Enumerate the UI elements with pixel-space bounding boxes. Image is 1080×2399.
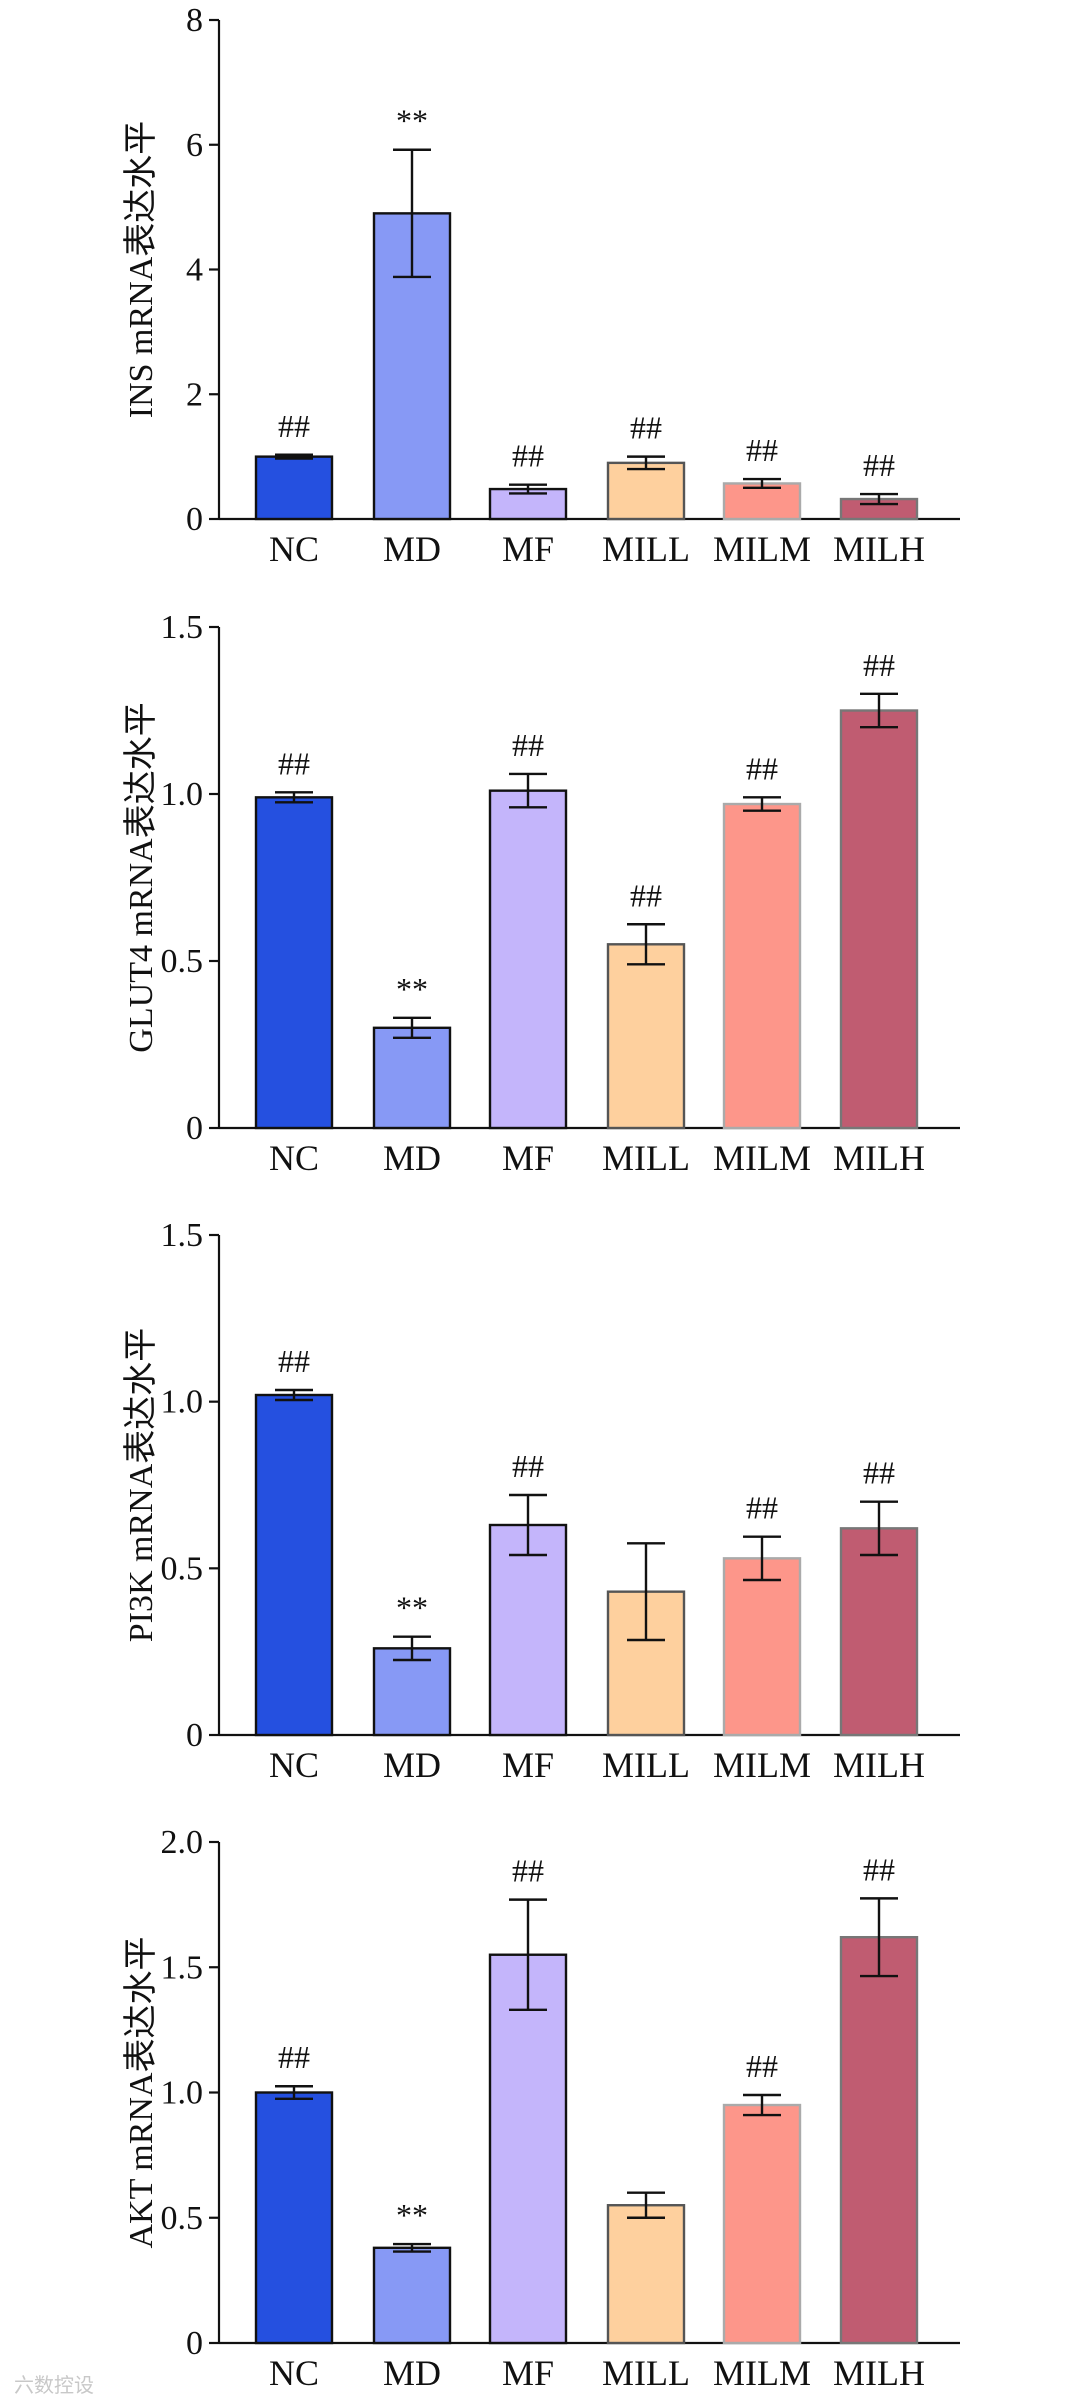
y-tick-label: 0	[186, 2325, 203, 2362]
x-tick-label-nc: NC	[269, 2353, 319, 2393]
y-axis-label: GLUT4 mRNA表达水平	[122, 702, 160, 1052]
significance-marker-hash: ##	[863, 1455, 895, 1491]
significance-marker-hash: ##	[746, 750, 778, 786]
bar-md	[372, 2246, 452, 2345]
y-tick-label: 0.5	[161, 1550, 204, 1587]
x-tick-label-milh: MILH	[833, 529, 925, 569]
x-tick-label-mf: MF	[502, 2353, 554, 2393]
significance-marker-hash: ##	[512, 1853, 544, 1889]
bar-nc	[254, 1393, 334, 1737]
significance-marker-hash: ##	[863, 447, 895, 483]
x-tick-label-mill: MILL	[602, 529, 690, 569]
x-tick-label-milm: MILM	[713, 1138, 811, 1178]
bar-mf	[488, 1523, 568, 1737]
significance-marker-stars: **	[396, 1590, 428, 1626]
significance-marker-hash: ##	[630, 877, 662, 913]
significance-marker-hash: ##	[746, 432, 778, 468]
x-tick-label-milh: MILH	[833, 2353, 925, 2393]
chart-panel-3: 0 0.5 1.0 1.5 PI3K mRNA表达水平 ## NC ** MD ## MF MILL #…	[122, 1217, 960, 1785]
y-tick-label: 1.0	[161, 2075, 204, 2112]
significance-marker-hash: ##	[278, 1343, 310, 1379]
y-tick-label: 8	[186, 2, 203, 39]
significance-marker-hash: ##	[278, 408, 310, 444]
x-tick-label-mill: MILL	[602, 2353, 690, 2393]
bar-mill	[606, 943, 686, 1130]
x-tick-label-nc: NC	[269, 1138, 319, 1178]
bar-nc	[254, 2091, 334, 2345]
significance-marker-hash: ##	[512, 727, 544, 763]
x-tick-label-milm: MILM	[713, 529, 811, 569]
x-tick-label-mf: MF	[502, 529, 554, 569]
y-tick-label: 1.0	[161, 1384, 204, 1421]
chart-panel-2: 0 0.5 1.0 1.5 GLUT4 mRNA表达水平 ## NC ** MD ## MF ## MI…	[122, 609, 960, 1178]
y-tick-label: 0.5	[161, 2200, 204, 2237]
significance-marker-hash: ##	[746, 2048, 778, 2084]
x-tick-label-nc: NC	[269, 1745, 319, 1785]
bar-milh	[839, 709, 919, 1130]
y-tick-label: 1.5	[161, 609, 204, 646]
x-tick-label-md: MD	[383, 2353, 441, 2393]
watermark-text: 六数控设	[14, 2373, 94, 2397]
bar-md	[372, 1026, 452, 1130]
y-axis-label: PI3K mRNA表达水平	[122, 1328, 160, 1643]
chart-panel-4: 0 0.5 1.0 1.5 2.0 AKT mRNA表达水平 ## NC ** MD ## MF MIL…	[122, 1824, 960, 2393]
bar-nc	[254, 455, 334, 521]
bar-milm	[722, 802, 802, 1130]
x-tick-label-milh: MILH	[833, 1138, 925, 1178]
y-tick-label: 2	[186, 376, 203, 413]
bar-milm	[722, 1557, 802, 1737]
y-tick-label: 2.0	[161, 1824, 204, 1861]
bar-mill	[606, 461, 686, 521]
bar-milm	[722, 2103, 802, 2345]
y-tick-label: 6	[186, 127, 203, 164]
y-tick-label: 1.5	[161, 1949, 204, 1986]
x-tick-label-milm: MILM	[713, 2353, 811, 2393]
significance-marker-hash: ##	[512, 438, 544, 474]
y-tick-label: 4	[186, 252, 203, 289]
y-tick-label: 0	[186, 1110, 203, 1147]
significance-marker-hash: ##	[630, 410, 662, 446]
x-tick-label-mill: MILL	[602, 1138, 690, 1178]
x-tick-label-mf: MF	[502, 1138, 554, 1178]
x-tick-label-milm: MILM	[713, 1745, 811, 1785]
x-tick-label-mill: MILL	[602, 1745, 690, 1785]
bar-milm	[722, 482, 802, 521]
significance-marker-stars: **	[396, 103, 428, 139]
bar-milh	[839, 1935, 919, 2345]
bar-milh	[839, 1527, 919, 1737]
x-tick-label-md: MD	[383, 1745, 441, 1785]
chart-panel-1: 0 2 4 6 8 INS mRNA表达水平 ## NC ** MD ## MF ## MILL ## MIL…	[122, 2, 960, 569]
bar-nc	[254, 796, 334, 1130]
bar-mill	[606, 2204, 686, 2345]
significance-marker-hash: ##	[863, 647, 895, 683]
bar-md	[372, 1647, 452, 1737]
y-axis-label: AKT mRNA表达水平	[122, 1937, 160, 2249]
significance-marker-hash: ##	[512, 1448, 544, 1484]
x-tick-label-md: MD	[383, 1138, 441, 1178]
x-tick-label-nc: NC	[269, 529, 319, 569]
y-tick-label: 0	[186, 501, 203, 538]
significance-marker-stars: **	[396, 2197, 428, 2233]
x-tick-label-milh: MILH	[833, 1745, 925, 1785]
significance-marker-stars: **	[396, 971, 428, 1007]
significance-marker-hash: ##	[278, 2039, 310, 2075]
significance-marker-hash: ##	[746, 1490, 778, 1526]
y-axis-label: INS mRNA表达水平	[122, 121, 160, 419]
x-tick-label-md: MD	[383, 529, 441, 569]
bar-mf	[488, 789, 568, 1130]
significance-marker-hash: ##	[278, 745, 310, 781]
bar-mf	[488, 1953, 568, 2345]
y-tick-label: 1.0	[161, 776, 204, 813]
y-tick-label: 1.5	[161, 1217, 204, 1254]
x-tick-label-mf: MF	[502, 1745, 554, 1785]
y-tick-label: 0	[186, 1717, 203, 1754]
significance-marker-hash: ##	[863, 1851, 895, 1887]
y-tick-label: 0.5	[161, 943, 204, 980]
